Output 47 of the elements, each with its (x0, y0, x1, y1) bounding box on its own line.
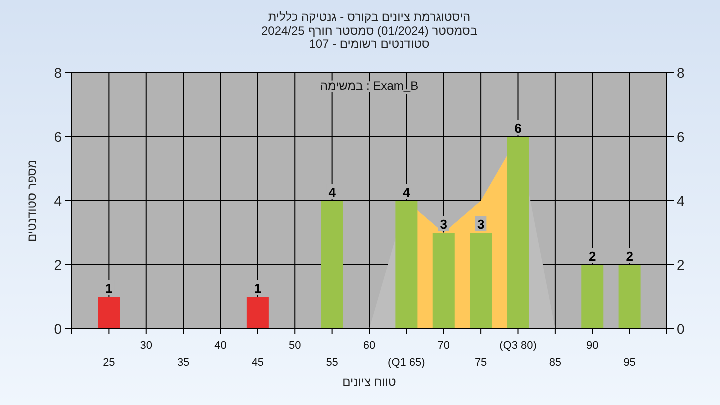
data-label: 4 (328, 185, 337, 200)
x-axis-title: טווח ציונים (342, 375, 397, 389)
bar (582, 265, 604, 329)
x-tick-label: 30 (140, 340, 152, 352)
bar (396, 201, 418, 329)
data-label: 4 (403, 185, 412, 200)
x-tick-label: 95 (624, 357, 636, 369)
x-tick-label: (Q1 65) (388, 357, 426, 369)
bar (98, 297, 120, 329)
x-tick-label: 90 (586, 340, 599, 352)
y-tick-label: 8 (54, 65, 62, 81)
data-label: 2 (589, 249, 596, 264)
y2-tick-label: 8 (677, 65, 685, 81)
x-tick-label: 40 (214, 340, 227, 352)
data-label: 3 (477, 217, 485, 232)
bar (618, 265, 641, 329)
bar (507, 137, 530, 329)
data-label: 1 (106, 281, 113, 296)
x-tick-label: 50 (289, 340, 302, 352)
chart-title: היסטוגרמת ציונים בקורס - גנטיקה כללית (268, 10, 471, 24)
y2-tick-label: 4 (677, 193, 685, 209)
x-tick-label: 25 (103, 357, 116, 369)
y2-tick-label: 2 (677, 257, 685, 273)
x-tick-label: 70 (438, 340, 450, 352)
x-tick-label: 75 (474, 357, 488, 369)
bar (246, 297, 269, 329)
data-label: 3 (440, 217, 448, 232)
x-tick-label: 35 (177, 357, 190, 369)
x-tick-label: 55 (326, 357, 338, 369)
y-tick-label: 6 (54, 129, 62, 145)
y2-tick-label: 6 (677, 129, 685, 145)
chart-subtitle: בסמסטר (01/2024) סמסטר חורף 2024/25 סטודנטים רשומים - 107 (261, 24, 478, 51)
y-tick-label: 0 (54, 321, 62, 337)
bar (432, 233, 455, 329)
x-tick-label: (Q3 80) (500, 340, 537, 352)
y-tick-label: 4 (54, 193, 62, 209)
x-tick-label: 85 (549, 357, 562, 369)
bar (470, 233, 492, 329)
y2-tick-label: 0 (677, 321, 685, 337)
data-label: 1 (254, 281, 262, 296)
data-label: 6 (514, 121, 522, 136)
y-axis-title: מספר סטודנטים (25, 160, 39, 242)
x-tick-label: 45 (252, 357, 264, 369)
x-tick-label: 60 (363, 340, 376, 352)
y-tick-label: 2 (54, 257, 62, 273)
data-label: 2 (626, 249, 634, 264)
bar (321, 201, 344, 329)
